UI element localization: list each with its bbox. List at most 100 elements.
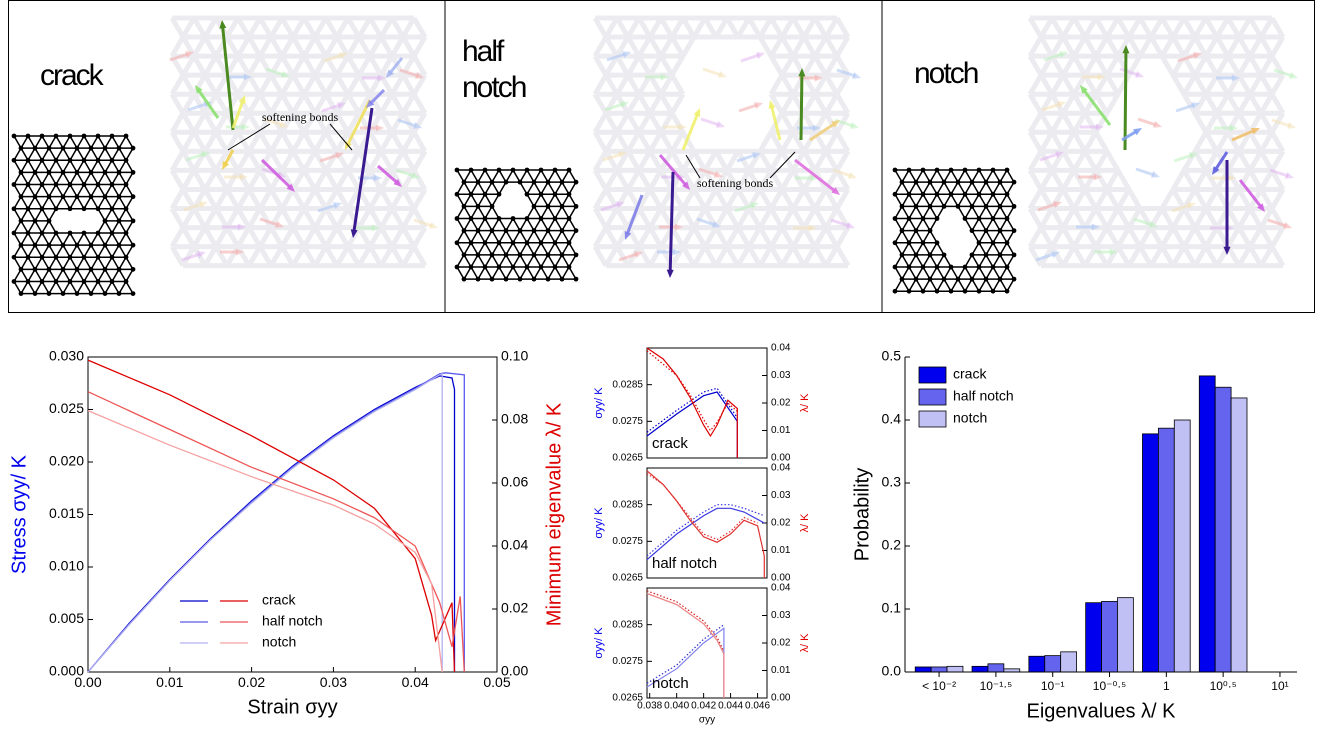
arrow-head <box>1057 101 1066 108</box>
lattice-bond <box>1181 16 1198 39</box>
data-line <box>646 592 725 698</box>
lattice-bond <box>400 73 417 96</box>
lattice-bond <box>669 16 686 39</box>
lattice-bond <box>400 92 417 115</box>
lattice-node <box>517 228 523 234</box>
arrow-head <box>429 222 438 229</box>
lattice-bond <box>279 226 296 248</box>
lattice-node <box>123 206 129 212</box>
lattice-node <box>74 194 80 200</box>
lattice-bond <box>224 16 241 39</box>
bar <box>930 666 948 673</box>
lattice-bond <box>614 73 631 96</box>
arrow-head <box>377 74 386 82</box>
lattice-bond <box>713 226 730 248</box>
lattice-bond <box>389 73 406 96</box>
lattice-bond <box>603 73 620 96</box>
lattice-bond <box>312 226 329 248</box>
y-tick-label: 0.0265 <box>612 693 643 704</box>
lattice-bond <box>180 245 197 267</box>
lattice-node <box>517 252 523 258</box>
lattice-bond <box>625 131 642 153</box>
y-tick-label: 0.0265 <box>612 573 643 584</box>
lattice-bond <box>301 188 318 210</box>
lattice-bond <box>1170 16 1187 39</box>
lattice-bond <box>224 35 241 58</box>
lattice-bond <box>279 73 296 96</box>
lattice-bond <box>1203 16 1220 39</box>
lattice-bond <box>680 188 697 210</box>
arrow-shaft <box>1119 67 1139 77</box>
lattice-bond <box>202 131 219 153</box>
lattice-bond <box>268 226 285 248</box>
lattice-node <box>46 194 52 200</box>
lattice-node <box>454 264 460 270</box>
lattice-node <box>116 291 122 297</box>
lattice-bond <box>636 207 653 229</box>
lattice-bond <box>224 92 241 115</box>
lattice-bond <box>301 73 318 96</box>
lattice-bond <box>301 16 318 39</box>
lattice-bond <box>180 169 197 191</box>
lattice-bond <box>636 112 653 134</box>
lattice-bond <box>246 226 263 248</box>
lattice-node <box>130 242 136 248</box>
lattice-node <box>983 252 989 258</box>
lattice-bond <box>378 150 395 172</box>
lattice-bond <box>1082 150 1099 172</box>
arrow-shaft <box>830 218 850 228</box>
legend-swatch <box>918 366 947 384</box>
lattice-bond <box>1236 245 1253 267</box>
lattice-bond <box>191 92 208 115</box>
arrow-shaft <box>352 107 374 233</box>
lattice-node <box>913 252 919 258</box>
lattice-bond <box>1236 150 1253 172</box>
y-tick-label: 0.020 <box>49 453 84 469</box>
lattice-bond <box>735 188 752 210</box>
lattice-node <box>927 276 933 282</box>
lattice-node <box>892 264 898 270</box>
lattice-bond <box>367 35 384 58</box>
lattice-bond <box>1225 169 1242 191</box>
bar <box>987 663 1005 673</box>
lattice-node <box>559 228 565 234</box>
lattice-node <box>927 203 933 209</box>
lattice-bond <box>268 150 285 172</box>
lattice-bond <box>246 131 263 153</box>
lattice-node <box>899 228 905 234</box>
x-axis-label: σyy <box>699 715 715 726</box>
y-tick-label: 0.005 <box>49 610 84 626</box>
bar <box>1142 433 1159 673</box>
lattice-node <box>503 276 509 282</box>
lattice-bond <box>1203 73 1220 96</box>
arrow-shaft <box>700 117 720 127</box>
lattice-node <box>489 276 495 282</box>
lattice-node <box>545 228 551 234</box>
lattice-node <box>899 276 905 282</box>
lattice-bond <box>1236 188 1253 210</box>
lattice-bond <box>801 207 818 229</box>
lattice-bond <box>1192 131 1209 153</box>
lattice-bond <box>1258 150 1275 172</box>
lattice-bond <box>290 35 307 58</box>
lattice-node <box>510 216 516 221</box>
lattice-node <box>60 291 66 297</box>
lattice-bond <box>625 35 642 58</box>
arrow-head <box>1251 128 1260 135</box>
lattice-node <box>67 133 73 139</box>
lattice-bond <box>801 150 818 172</box>
lattice-node <box>913 276 919 282</box>
lattice-bond <box>713 245 730 267</box>
lattice-bond <box>592 35 609 58</box>
lattice-bond <box>1225 54 1242 77</box>
lattice-node <box>32 169 38 175</box>
lattice-node <box>934 240 940 246</box>
lattice-node <box>81 133 87 139</box>
lattice-bond <box>202 16 219 39</box>
lattice-bond <box>834 226 851 248</box>
lattice-bond <box>290 226 307 248</box>
lattice-bond <box>757 150 774 172</box>
lattice-bond <box>169 150 186 172</box>
bar <box>1157 427 1175 673</box>
lattice-node <box>524 216 530 221</box>
